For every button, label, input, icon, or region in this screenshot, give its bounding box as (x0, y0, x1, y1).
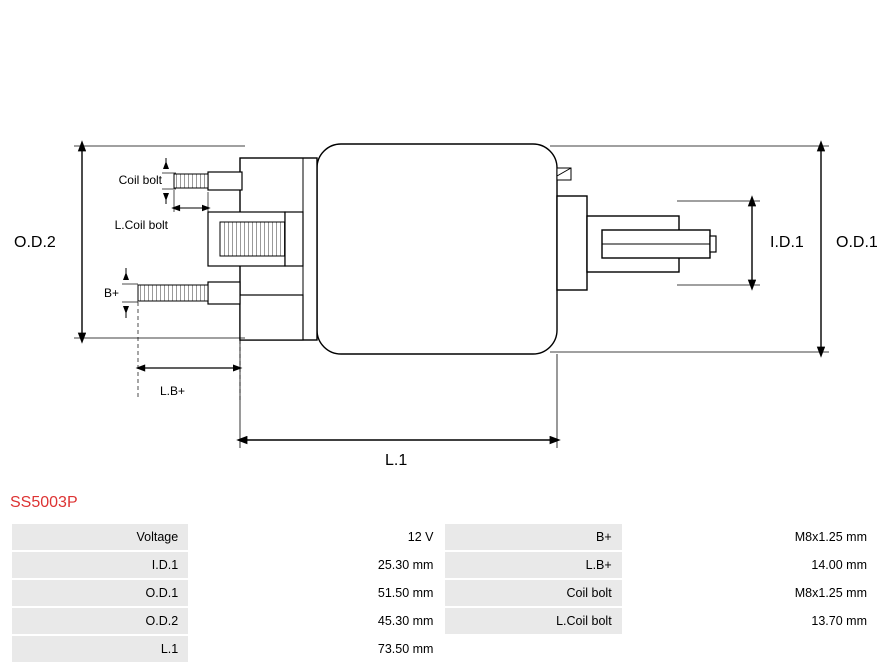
spec-row: L.173.50 mm (12, 636, 877, 662)
technical-diagram: O.D.2 O.D.1 I.D.1 L.1 L.B+ B+ Coil bolt … (0, 0, 889, 490)
spec-label: O.D.1 (12, 580, 188, 606)
spec-label: L.B+ (445, 552, 621, 578)
spec-value: 13.70 mm (624, 608, 877, 634)
spec-value: 12 V (190, 524, 443, 550)
spec-row: Voltage12 VB+M8x1.25 mm (12, 524, 877, 550)
spec-value: 73.50 mm (190, 636, 443, 662)
diagram-svg (0, 0, 889, 490)
spec-label: O.D.2 (12, 608, 188, 634)
part-number: SS5003P (10, 494, 78, 512)
spec-label: L.Coil bolt (445, 608, 621, 634)
empty-cell (624, 636, 877, 662)
label-od1: O.D.1 (836, 234, 878, 252)
spec-value: 45.30 mm (190, 608, 443, 634)
spec-row: I.D.125.30 mmL.B+14.00 mm (12, 552, 877, 578)
empty-cell (445, 636, 621, 662)
spec-label: Voltage (12, 524, 188, 550)
spec-label: I.D.1 (12, 552, 188, 578)
label-l-coil-bolt: L.Coil bolt (110, 218, 168, 232)
label-b-plus: B+ (104, 286, 119, 300)
label-id1: I.D.1 (770, 234, 804, 252)
spec-value: 25.30 mm (190, 552, 443, 578)
spec-label: L.1 (12, 636, 188, 662)
spec-value: M8x1.25 mm (624, 580, 877, 606)
label-coil-bolt: Coil bolt (118, 173, 162, 187)
label-lb-plus: L.B+ (160, 384, 185, 398)
spec-row: O.D.151.50 mmCoil boltM8x1.25 mm (12, 580, 877, 606)
spec-row: O.D.245.30 mmL.Coil bolt13.70 mm (12, 608, 877, 634)
spec-value: M8x1.25 mm (624, 524, 877, 550)
spec-value: 14.00 mm (624, 552, 877, 578)
spec-label: Coil bolt (445, 580, 621, 606)
spec-table: Voltage12 VB+M8x1.25 mmI.D.125.30 mmL.B+… (10, 522, 879, 664)
spec-value: 51.50 mm (190, 580, 443, 606)
spec-label: B+ (445, 524, 621, 550)
label-od2: O.D.2 (14, 234, 56, 252)
label-l1: L.1 (385, 452, 407, 470)
